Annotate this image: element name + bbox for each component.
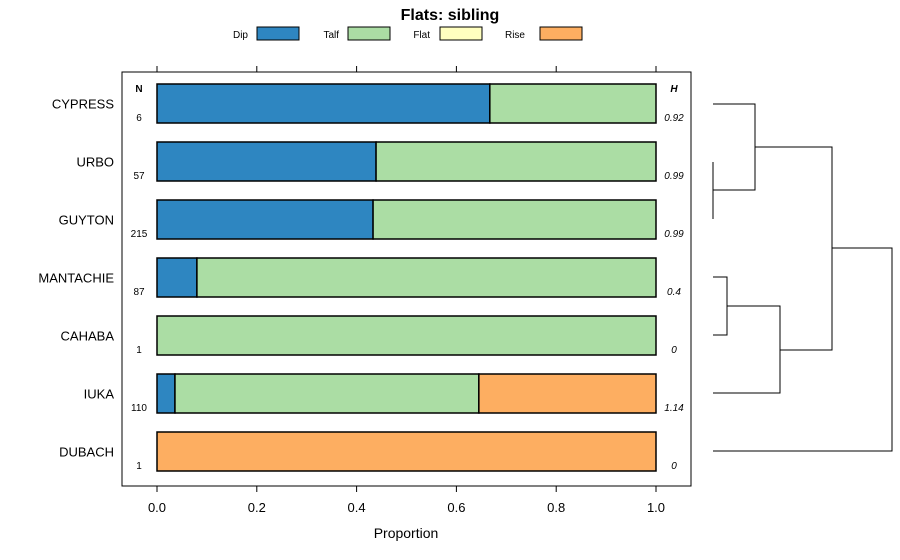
dendrogram — [712, 103, 893, 452]
n-value-guyton: 215 — [131, 229, 148, 240]
category-label-cahaba: CAHABA — [61, 329, 115, 344]
n-value-iuka: 110 — [131, 403, 147, 414]
dendrogram-branch — [713, 305, 781, 394]
bars-group: CYPRESS 6 0.92 URBO 57 0.99 GUYTON 215 0.99 MANTA… — [38, 83, 684, 472]
bar-segment-iuka-talf — [174, 373, 480, 414]
x-axis-title: Proportion — [374, 525, 439, 541]
category-label-cypress: CYPRESS — [52, 97, 114, 112]
x-tick-label: 0.0 — [148, 500, 166, 515]
h-value-dubach: 0 — [671, 461, 677, 472]
x-tick-label: 0.8 — [547, 500, 565, 515]
n-column-header: N — [135, 84, 142, 95]
h-value-guyton: 0.99 — [664, 229, 684, 240]
bar-segment-mantachie-dip — [156, 257, 198, 298]
bar-segment-cypress-dip — [156, 83, 491, 124]
dendrogram-branch — [713, 276, 728, 336]
n-value-urbo: 57 — [133, 171, 145, 182]
n-value-cahaba: 1 — [136, 345, 142, 356]
bar-segment-iuka-rise — [478, 373, 657, 414]
x-tick-label: 0.2 — [248, 500, 266, 515]
category-label-guyton: GUYTON — [59, 213, 114, 228]
n-value-cypress: 6 — [136, 113, 142, 124]
legend-swatch-flat — [439, 26, 483, 41]
x-tick-label: 0.6 — [447, 500, 465, 515]
legend-swatch-rise — [539, 26, 583, 41]
dendrogram-branch — [755, 146, 833, 351]
category-label-iuka: IUKA — [84, 387, 115, 402]
plot-frame — [121, 71, 692, 487]
h-column-header: H — [670, 84, 678, 95]
x-tick-label: 1.0 — [647, 500, 665, 515]
chart-title: Flats: sibling — [401, 7, 500, 24]
bar-segment-guyton-talf — [372, 199, 657, 240]
bar-segment-cypress-talf — [489, 83, 657, 124]
axes-group: 0.0 0.2 0.4 0.6 0.8 1.0 — [148, 66, 665, 515]
bar-segment-urbo-talf — [375, 141, 657, 182]
bar-segment-dubach-rise — [156, 431, 657, 472]
legend-label-talf: Talf — [323, 30, 339, 41]
h-value-urbo: 0.99 — [664, 171, 684, 182]
category-label-dubach: DUBACH — [59, 445, 114, 460]
dendrogram-branch — [713, 247, 893, 452]
bar-segment-mantachie-talf — [196, 257, 657, 298]
legend-label-dip: Dip — [233, 30, 248, 41]
category-label-urbo: URBO — [76, 155, 114, 170]
legend-swatch-dip — [256, 26, 300, 41]
bar-segment-guyton-dip — [156, 199, 374, 240]
legend: Dip Talf Flat Rise — [233, 26, 583, 41]
category-label-mantachie: MANTACHIE — [38, 271, 114, 286]
bar-segment-cahaba-talf — [156, 315, 657, 356]
legend-swatch-talf — [347, 26, 391, 41]
legend-label-rise: Rise — [505, 30, 525, 41]
h-value-cypress: 0.92 — [664, 113, 684, 124]
h-value-iuka: 1.14 — [664, 403, 684, 414]
x-tick-label: 0.4 — [348, 500, 366, 515]
n-value-mantachie: 87 — [133, 287, 145, 298]
h-value-mantachie: 0.4 — [667, 287, 681, 298]
n-value-dubach: 1 — [136, 461, 142, 472]
bar-segment-urbo-dip — [156, 141, 377, 182]
legend-label-flat: Flat — [413, 30, 430, 41]
h-value-cahaba: 0 — [671, 345, 677, 356]
dendrogram-branch — [713, 103, 756, 191]
bar-segment-iuka-dip — [156, 373, 176, 414]
